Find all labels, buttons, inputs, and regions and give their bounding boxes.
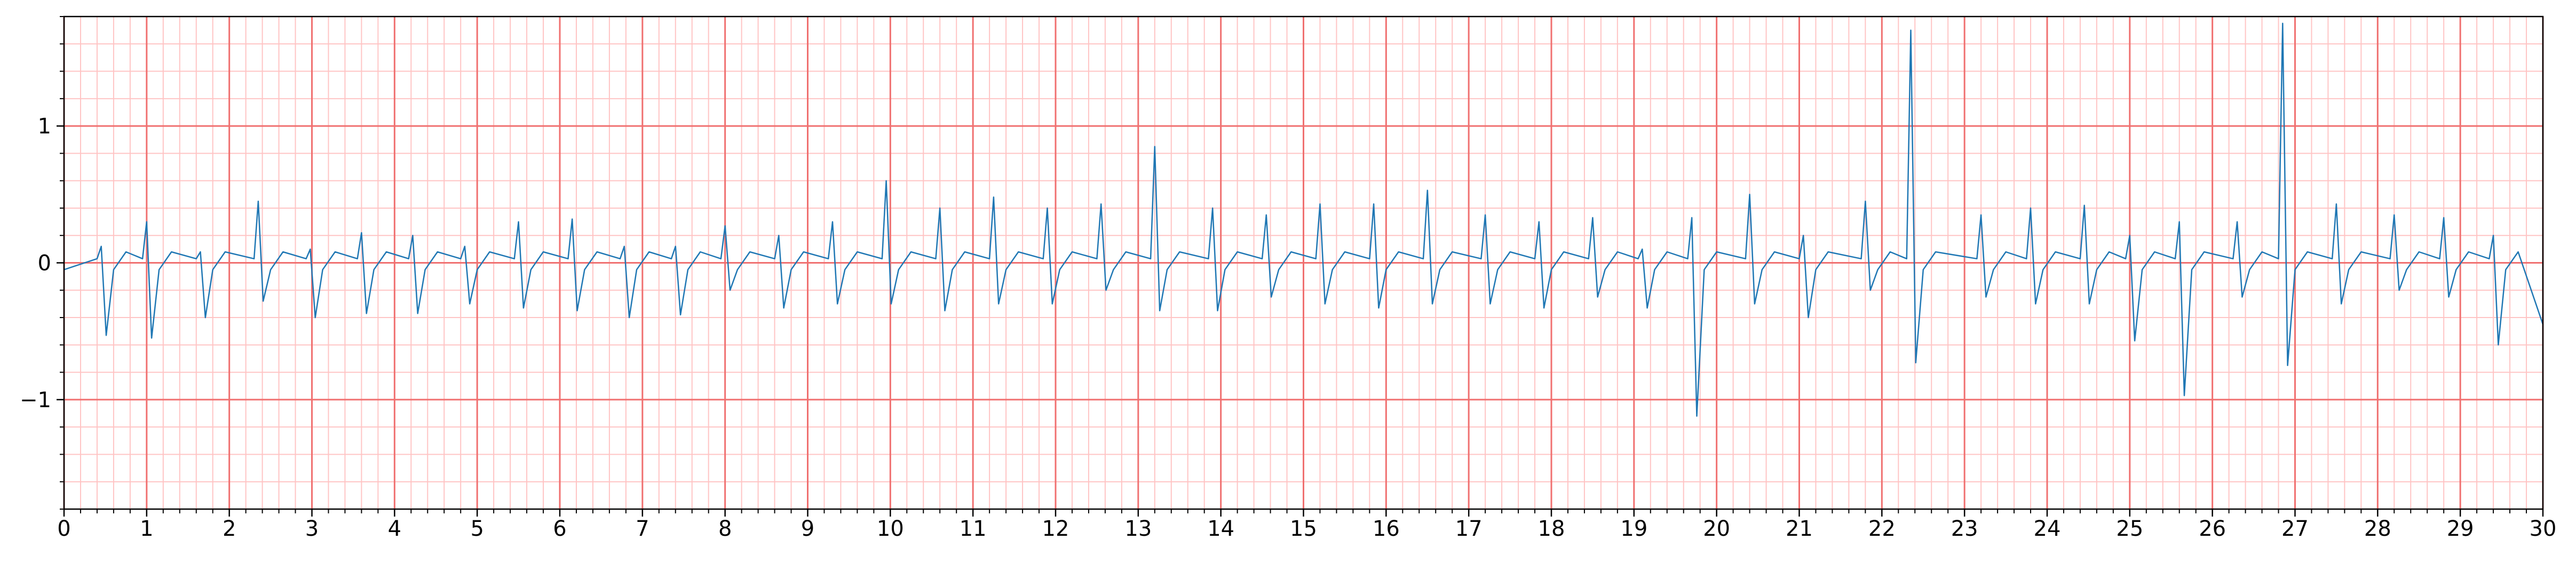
- x-tick-label: 21: [1786, 517, 1813, 541]
- x-tick-label: 28: [2364, 517, 2391, 541]
- plot-frame: [63, 15, 2544, 510]
- x-tick-label: 19: [1620, 517, 1647, 541]
- x-tick-label: 27: [2281, 517, 2309, 541]
- x-tick-label: 26: [2199, 517, 2226, 541]
- y-tick-label: 1: [38, 114, 51, 139]
- x-tick-label: 15: [1290, 517, 1317, 541]
- x-tick-label: 24: [2034, 517, 2061, 541]
- y-tick-label: −1: [20, 388, 51, 413]
- x-tick-label: 5: [470, 517, 484, 541]
- x-tick-label: 2: [223, 517, 236, 541]
- x-tick-label: 7: [636, 517, 649, 541]
- x-tick-label: 11: [960, 517, 987, 541]
- x-tick-label: 30: [2530, 517, 2557, 541]
- x-tick-label: 10: [877, 517, 904, 541]
- x-tick-label: 20: [1703, 517, 1730, 541]
- x-tick-label: 29: [2447, 517, 2474, 541]
- x-tick-label: 25: [2116, 517, 2143, 541]
- x-tick-label: 3: [305, 517, 319, 541]
- x-tick-label: 6: [553, 517, 566, 541]
- x-tick-label: 18: [1538, 517, 1565, 541]
- x-tick-label: 12: [1042, 517, 1069, 541]
- x-tick-label: 13: [1124, 517, 1152, 541]
- x-tick-label: 22: [1868, 517, 1896, 541]
- x-tick-label: 17: [1455, 517, 1483, 541]
- x-tick-label: 9: [801, 517, 814, 541]
- x-tick-label: 0: [57, 517, 70, 541]
- x-tick-label: 16: [1373, 517, 1400, 541]
- x-tick-label: 4: [388, 517, 401, 541]
- ecg-line: [64, 22, 2544, 417]
- y-tick-label: 0: [38, 251, 51, 276]
- x-tick-label: 8: [718, 517, 732, 541]
- x-tick-label: 23: [1951, 517, 1978, 541]
- x-tick-label: 1: [140, 517, 153, 541]
- x-tick-label: 14: [1207, 517, 1234, 541]
